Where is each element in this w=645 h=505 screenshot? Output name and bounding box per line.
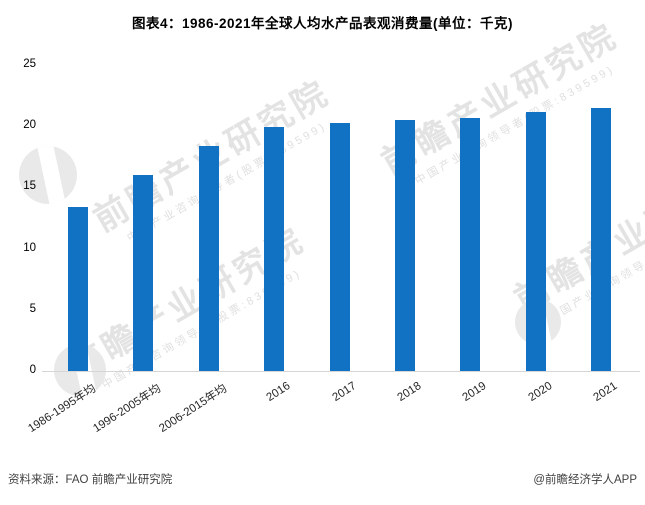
bar-2018 [395, 120, 415, 371]
x-tick-label-2021: 2021 [591, 380, 620, 405]
y-tick-label-10: 10 [23, 241, 36, 254]
x-tick-label-2017: 2017 [330, 380, 359, 405]
bar-2006-2015年均 [198, 145, 219, 371]
x-tick-label-2016: 2016 [264, 380, 293, 405]
x-axis-line [42, 371, 640, 372]
x-tick-label-2006-2015年均: 2006-2015年均 [157, 382, 229, 436]
y-tick-label-20: 20 [23, 119, 36, 132]
y-tick-label-15: 15 [23, 180, 36, 193]
source-note: 资料来源：FAO 前瞻产业研究院 [8, 474, 173, 486]
bar-2017 [329, 122, 350, 371]
bar-2021 [591, 107, 612, 371]
x-tick-label-1996-2005年均: 1996-2005年均 [91, 382, 164, 436]
y-tick-label-0: 0 [29, 364, 36, 376]
x-tick-label-2018: 2018 [395, 380, 424, 405]
chart-title: 图表4：1986-2021年全球人均水产品表观消费量(单位：千克) [131, 16, 514, 31]
bar-2019 [460, 117, 481, 371]
bar-1986-1995年均 [68, 206, 88, 371]
credit-note: @前瞻经济学人APP [533, 474, 637, 486]
bar-1996-2005年均 [133, 175, 154, 371]
bar-2016 [264, 127, 285, 371]
y-tick-label-5: 5 [29, 302, 36, 315]
x-tick-label-1986-1995年均: 1986-1995年均 [26, 382, 99, 436]
y-tick-label-25: 25 [23, 58, 36, 70]
x-tick-label-2019: 2019 [460, 380, 489, 405]
x-tick-label-2020: 2020 [526, 380, 555, 405]
bar-2020 [525, 111, 546, 371]
